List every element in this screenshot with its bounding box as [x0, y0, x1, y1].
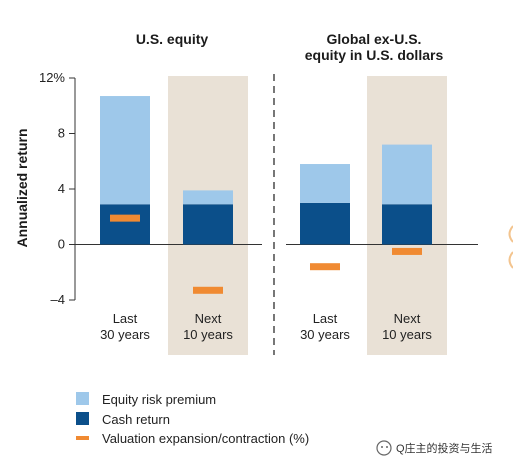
y-tick-label-2: 4	[58, 181, 65, 196]
bar-equity-risk-premium-2	[183, 190, 233, 205]
y-tick-label-1: 8	[58, 126, 65, 141]
edge-fragment-top	[508, 225, 513, 243]
y-tick-label-3: 0	[58, 237, 65, 252]
legend-label-equity-risk-premium: Equity risk premium	[102, 392, 216, 407]
panel-title-global-line1: Global ex-U.S.	[327, 31, 422, 47]
legend-label-cash-return: Cash return	[102, 412, 170, 427]
wechat-icon	[376, 440, 392, 456]
panel-title-global-line2: equity in U.S. dollars	[305, 47, 444, 63]
marker-valuation-4	[392, 247, 422, 255]
legend-swatch-cash-return	[76, 412, 89, 425]
y-tick-label-0: 12%	[39, 70, 65, 85]
marker-valuation-2	[193, 286, 223, 294]
wechat-icon-dot-2	[386, 446, 388, 448]
category-label-4-line1: Next	[394, 311, 421, 326]
category-label-2-line1: Next	[195, 311, 222, 326]
bar-cash-return-1	[100, 204, 150, 245]
bar-layer	[100, 96, 432, 294]
marker-valuation-1	[110, 214, 140, 222]
legend-label-valuation: Valuation expansion/contraction (%)	[102, 431, 309, 446]
legend-swatch-valuation	[76, 436, 89, 440]
bar-equity-risk-premium-1	[100, 96, 150, 205]
watermark-text: Q庄主的投资与生活	[396, 441, 493, 455]
wechat-icon-dot	[381, 446, 383, 448]
bar-equity-risk-premium-4	[382, 144, 432, 205]
panel-title-us: U.S. equity	[136, 31, 209, 47]
bar-equity-risk-premium-3	[300, 164, 350, 203]
edge-fragment-bottom	[508, 251, 513, 269]
legend-swatch-equity-risk-premium	[76, 392, 89, 405]
bar-cash-return-2	[183, 204, 233, 245]
y-axis-label: Annualized return	[14, 128, 30, 247]
category-label-1-line2: 30 years	[100, 327, 150, 342]
category-label-4-line2: 10 years	[382, 327, 432, 342]
y-tick-label-4: –4	[51, 292, 65, 307]
marker-valuation-3	[310, 263, 340, 271]
category-label-3-line1: Last	[313, 311, 338, 326]
bar-cash-return-3	[300, 202, 350, 245]
legend: Equity risk premium Cash return Valuatio…	[76, 392, 309, 446]
category-label-1-line1: Last	[113, 311, 138, 326]
bar-cash-return-4	[382, 204, 432, 245]
category-label-2-line2: 10 years	[183, 327, 233, 342]
watermark: Q庄主的投资与生活	[376, 440, 493, 456]
category-label-3-line2: 30 years	[300, 327, 350, 342]
